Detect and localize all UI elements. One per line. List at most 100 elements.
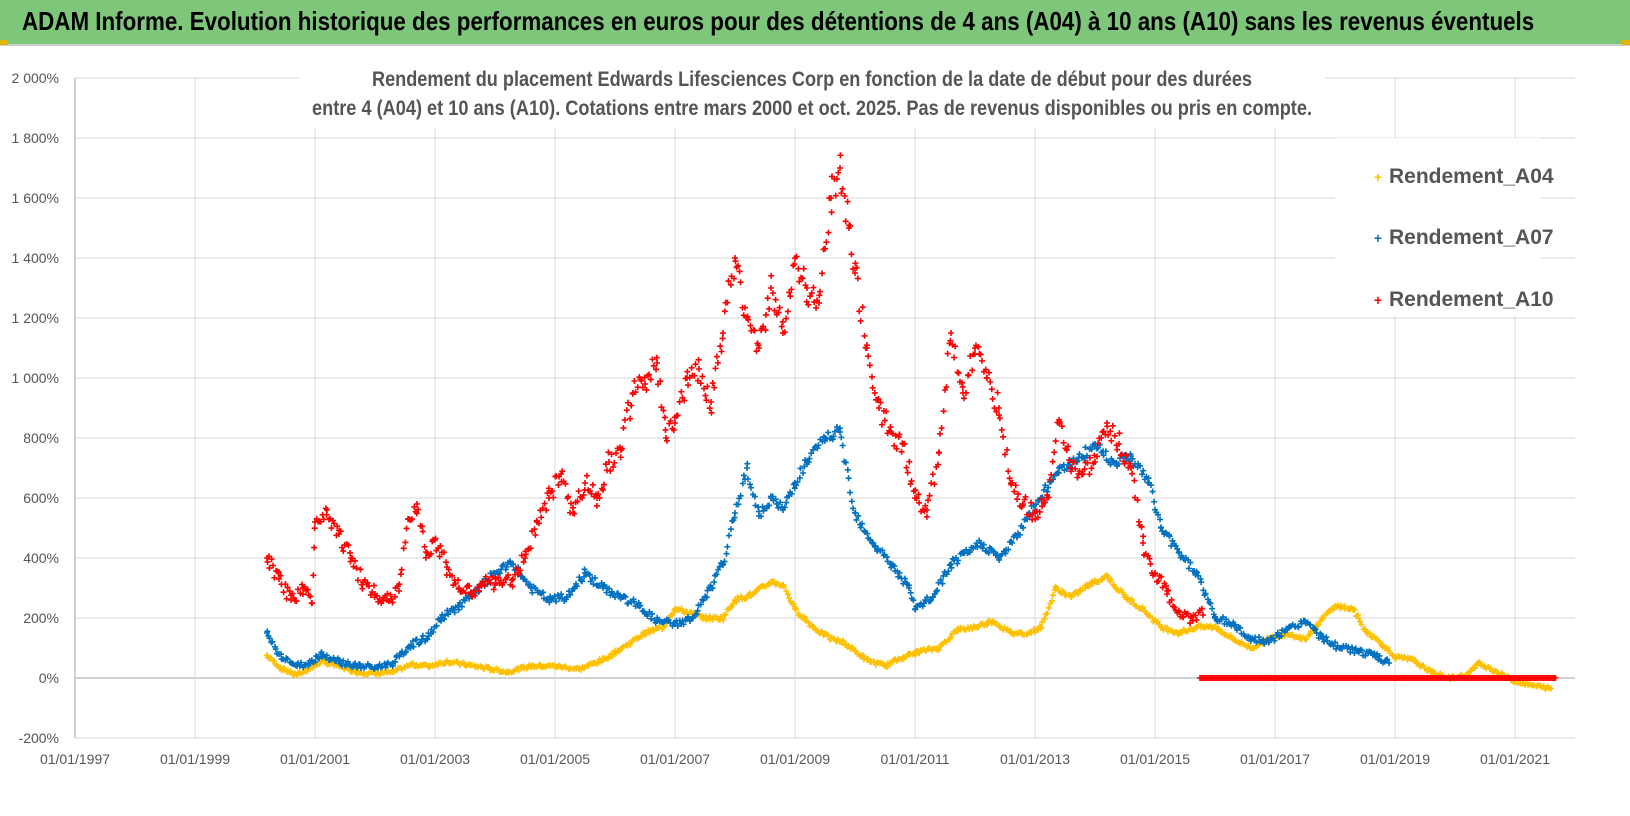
data-point [876, 405, 882, 411]
data-point [482, 573, 489, 580]
data-point [567, 591, 574, 598]
data-point [772, 296, 779, 303]
data-point [654, 381, 661, 388]
data-point [409, 637, 416, 644]
data-point [1063, 447, 1070, 454]
data-point [1068, 465, 1074, 471]
data-point [940, 572, 947, 579]
data-point [684, 375, 690, 381]
data-point [766, 502, 773, 509]
data-point [804, 285, 810, 291]
data-point [762, 311, 769, 318]
data-point [532, 531, 539, 538]
data-point [706, 405, 713, 412]
data-point [283, 595, 290, 602]
data-point [816, 288, 823, 295]
data-point [718, 348, 725, 355]
data-point [861, 527, 868, 534]
data-point [357, 566, 364, 573]
data-point [790, 601, 797, 608]
data-point [690, 615, 696, 621]
data-point [924, 507, 930, 513]
data-point [504, 669, 510, 675]
data-point [1004, 446, 1011, 453]
data-point [670, 427, 677, 434]
data-point [579, 578, 586, 585]
data-point [810, 284, 817, 291]
data-point [935, 461, 942, 468]
data-point [323, 652, 330, 659]
data-point [264, 652, 270, 659]
data-point [334, 523, 341, 530]
data-point [735, 501, 742, 508]
data-point [330, 520, 337, 527]
data-point [891, 442, 898, 449]
data-point [930, 594, 936, 600]
data-point [595, 659, 602, 666]
series-rendement-a10-zero-band [1197, 675, 1559, 681]
data-point [266, 635, 273, 642]
data-point [937, 576, 944, 583]
data-point [403, 525, 410, 532]
data-point [1140, 467, 1147, 474]
data-point [839, 442, 846, 449]
data-point [396, 588, 402, 594]
data-point [738, 593, 745, 600]
data-point [1151, 498, 1158, 505]
data-point [444, 658, 450, 665]
data-point [318, 651, 324, 657]
data-point [828, 636, 834, 642]
data-point [854, 275, 861, 282]
data-point [452, 580, 459, 587]
data-point [1271, 637, 1278, 644]
data-point [440, 549, 447, 556]
data-point [284, 655, 291, 662]
data-point [906, 458, 913, 465]
banner-title: ADAM Informe. Evolution historique des p… [22, 6, 1535, 36]
data-point [1014, 496, 1021, 503]
data-point [833, 175, 840, 182]
data-point [600, 657, 606, 663]
data-point [864, 657, 870, 663]
y-tick-label: 1 800% [12, 130, 59, 146]
data-point [443, 559, 450, 566]
data-point [1045, 484, 1052, 491]
data-point [306, 660, 312, 666]
data-point [979, 545, 986, 552]
data-point [806, 455, 813, 462]
data-point [586, 571, 593, 578]
data-point [1302, 636, 1308, 642]
data-point [857, 524, 864, 531]
x-tick-label: 01/01/2017 [1240, 751, 1310, 767]
data-point [1110, 459, 1116, 465]
data-point [888, 429, 894, 435]
data-point [1005, 546, 1012, 553]
data-point [419, 632, 426, 639]
data-point [856, 308, 863, 315]
data-point [486, 576, 493, 583]
data-point [517, 567, 524, 574]
data-point [466, 595, 473, 602]
data-point [1026, 630, 1032, 636]
legend-label-a07: Rendement_A07 [1389, 226, 1554, 249]
data-point [1162, 529, 1169, 536]
data-point [996, 405, 1002, 411]
data-point [1083, 452, 1090, 459]
data-point [1494, 669, 1500, 675]
data-point [653, 354, 660, 361]
data-point [617, 454, 624, 461]
data-point [859, 304, 866, 311]
x-tick-label: 01/01/2007 [640, 751, 710, 767]
data-point [497, 577, 504, 584]
data-point [703, 594, 710, 601]
data-point [522, 551, 529, 558]
data-point [1058, 423, 1065, 430]
data-point [831, 428, 838, 435]
data-point [903, 464, 910, 471]
data-point [906, 585, 912, 591]
data-point [726, 532, 733, 539]
data-point [267, 655, 274, 662]
data-point [490, 586, 497, 593]
data-point [643, 386, 650, 393]
data-point [1202, 590, 1209, 597]
